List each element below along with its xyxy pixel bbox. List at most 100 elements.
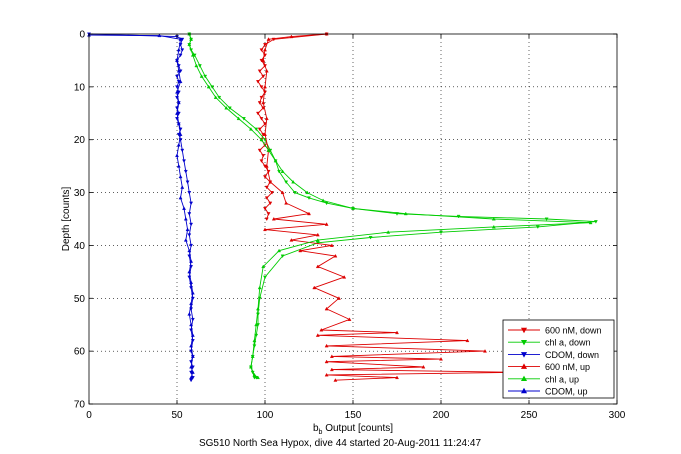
- series-4: [187, 31, 593, 380]
- legend: 600 nM, down chl a, down CDOM, down 600 nM,…: [502, 319, 615, 399]
- data-point: [284, 180, 289, 185]
- data-point: [593, 220, 598, 224]
- data-point: [256, 80, 260, 84]
- data-point: [291, 179, 296, 184]
- data-point: [386, 230, 391, 234]
- data-point: [333, 253, 338, 258]
- data-point: [187, 233, 192, 237]
- data-point: [256, 111, 260, 116]
- data-point: [266, 37, 271, 41]
- data-point: [190, 290, 195, 295]
- data-point: [189, 222, 194, 227]
- data-point: [261, 154, 266, 158]
- data-point: [259, 137, 264, 142]
- data-point: [248, 364, 253, 369]
- x-tick-label: 250: [521, 410, 538, 421]
- data-point: [213, 95, 218, 99]
- data-point: [210, 85, 215, 89]
- data-point: [261, 100, 266, 105]
- data-point: [197, 64, 202, 68]
- data-point: [176, 164, 181, 168]
- x-tick-label: 200: [433, 410, 450, 421]
- data-point: [263, 43, 267, 47]
- data-point: [183, 169, 188, 174]
- data-point: [180, 148, 185, 153]
- data-point: [175, 111, 179, 115]
- legend-label: CDOM, up: [545, 387, 588, 397]
- data-point: [263, 206, 267, 211]
- legend-label: 600 nM, up: [545, 362, 590, 372]
- legend-label: CDOM, down: [545, 350, 599, 360]
- series-3: [261, 31, 523, 382]
- data-point: [263, 275, 267, 280]
- data-point: [329, 243, 334, 247]
- data-point: [277, 248, 282, 253]
- data-point: [199, 74, 204, 78]
- data-point: [315, 333, 320, 337]
- data-point: [284, 201, 289, 205]
- data-point: [298, 248, 303, 253]
- legend-marker: [520, 327, 528, 334]
- data-point: [189, 364, 194, 369]
- data-point: [266, 212, 271, 216]
- data-point: [264, 185, 269, 190]
- data-point: [183, 216, 188, 221]
- data-point: [257, 148, 262, 153]
- data-point: [257, 101, 262, 105]
- data-point: [227, 106, 232, 111]
- data-point: [535, 225, 540, 229]
- data-point: [180, 48, 185, 52]
- data-point: [178, 132, 183, 136]
- data-point: [252, 338, 257, 343]
- data-point: [588, 220, 593, 225]
- data-point: [157, 33, 162, 38]
- legend-label: 600 nM, down: [545, 326, 602, 336]
- data-point: [368, 236, 373, 240]
- data-point: [185, 180, 190, 185]
- data-point: [271, 216, 276, 221]
- data-point: [259, 85, 264, 89]
- data-point: [189, 37, 194, 41]
- data-point: [264, 164, 269, 168]
- x-tick-label: 100: [257, 410, 274, 421]
- y-axis-label: Depth [counts]: [61, 187, 72, 252]
- data-point: [224, 105, 229, 110]
- legend-marker: [520, 339, 528, 346]
- data-point: [465, 338, 470, 343]
- data-point: [312, 285, 317, 290]
- series-line: [88, 34, 194, 378]
- data-point: [336, 296, 341, 300]
- data-point: [175, 85, 179, 89]
- data-point: [263, 132, 267, 136]
- data-point: [175, 153, 179, 158]
- data-point: [257, 69, 262, 74]
- data-point: [268, 179, 273, 184]
- data-point: [176, 121, 181, 126]
- data-point: [187, 212, 192, 216]
- data-point: [268, 201, 273, 206]
- data-point: [261, 74, 266, 79]
- x-tick-label: 0: [86, 410, 92, 421]
- data-point: [203, 74, 208, 79]
- data-point: [280, 169, 285, 173]
- data-point: [183, 238, 188, 242]
- data-point: [178, 37, 183, 41]
- data-point: [190, 333, 195, 337]
- y-tick-label: 70: [74, 400, 86, 411]
- data-point: [277, 169, 282, 174]
- data-point: [483, 349, 487, 353]
- legend-box: [502, 319, 615, 399]
- x-tick-label: 50: [171, 410, 183, 421]
- data-point: [182, 206, 186, 210]
- legend-label: chl a, down: [545, 338, 591, 348]
- data-point: [236, 116, 241, 121]
- data-point: [248, 127, 253, 131]
- data-point: [175, 90, 179, 94]
- data-point: [439, 230, 443, 235]
- data-point: [217, 95, 222, 100]
- footer-caption: SG510 North Sea Hypox, dive 44 started 2…: [199, 438, 481, 449]
- data-point: [189, 243, 194, 248]
- data-point: [252, 372, 257, 377]
- data-point: [421, 364, 426, 369]
